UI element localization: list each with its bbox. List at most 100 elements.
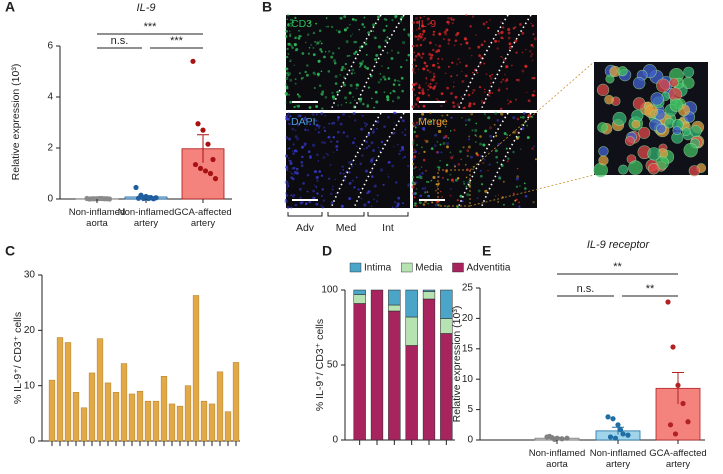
cell (683, 143, 698, 158)
cell (340, 68, 344, 72)
cell (477, 45, 481, 49)
cell (633, 76, 646, 90)
cell (453, 165, 457, 168)
cell (396, 51, 400, 55)
cell (475, 122, 478, 125)
cell (644, 104, 659, 119)
cell (374, 57, 377, 61)
cell (428, 41, 432, 45)
cell (527, 113, 531, 118)
cell (464, 163, 467, 166)
cell (494, 149, 498, 153)
cell (437, 49, 441, 53)
cell (460, 96, 463, 98)
cell (323, 129, 327, 132)
cell (332, 59, 337, 63)
cell (392, 83, 396, 86)
cell (424, 37, 427, 40)
layer-bracket (287, 212, 323, 217)
cell (284, 83, 288, 86)
cell (500, 21, 502, 24)
cell (330, 25, 334, 29)
cell (435, 44, 437, 46)
cell (331, 91, 334, 94)
cell (415, 98, 419, 101)
layer-bracket (327, 212, 365, 217)
cell (476, 71, 479, 74)
cell (444, 72, 447, 75)
cell (294, 17, 297, 19)
cell (289, 22, 292, 25)
cell (296, 93, 299, 96)
cell (386, 95, 390, 99)
cell (689, 125, 702, 138)
legend-swatch (349, 262, 362, 273)
cell (312, 31, 316, 35)
y-tick-label: 2 (47, 143, 53, 154)
cell (291, 18, 294, 22)
x-tick-label: Non-inflamed aorta (68, 207, 126, 229)
cell (474, 134, 477, 137)
cell (317, 131, 320, 134)
cell (355, 176, 358, 179)
cell (425, 76, 427, 79)
layer-boundary (330, 14, 382, 111)
cell (382, 75, 386, 79)
cell (532, 201, 535, 204)
cell (297, 36, 301, 40)
cell (318, 29, 322, 33)
cell (346, 54, 349, 58)
data-point (210, 156, 216, 163)
cell (532, 33, 535, 36)
cell (391, 164, 395, 168)
cell (327, 70, 331, 73)
cell (303, 116, 307, 120)
cell (384, 78, 387, 81)
cell (421, 89, 425, 93)
cell (515, 185, 519, 188)
cell (418, 86, 422, 90)
cell (413, 167, 416, 170)
cell (361, 114, 364, 117)
cell (462, 146, 465, 149)
data-point (86, 196, 93, 202)
cell (316, 153, 319, 157)
cell (417, 176, 420, 179)
cell (286, 117, 290, 121)
x-tick-label: Non-inflamed artery (589, 448, 647, 470)
cell (598, 155, 609, 166)
cell (419, 16, 422, 19)
cell (289, 19, 292, 21)
zoom-connector (469, 174, 595, 207)
cell (287, 112, 290, 115)
cell (485, 21, 488, 23)
cell (506, 160, 510, 163)
cell (298, 187, 302, 191)
cell (320, 70, 323, 73)
cell (292, 152, 295, 156)
cell (496, 118, 500, 122)
cell (415, 135, 418, 138)
y-axis-label: Relative expression (10³) (451, 306, 463, 423)
layer-bracket (367, 212, 409, 217)
cell (471, 15, 475, 18)
cell (364, 125, 367, 127)
cell (412, 83, 416, 87)
cell (355, 145, 358, 148)
y-tick-label: 25 (462, 283, 474, 294)
cell (308, 200, 312, 204)
cell (464, 74, 468, 78)
y-tick-label: 0 (47, 194, 53, 205)
layer-boundary (457, 14, 509, 111)
cell (288, 137, 292, 141)
cell (331, 95, 335, 99)
bar-segment (422, 291, 436, 300)
cell (413, 155, 417, 159)
cell (325, 25, 327, 28)
layer-label: Int (382, 222, 394, 234)
cell (456, 177, 460, 180)
cell (531, 53, 534, 56)
cell (471, 129, 474, 132)
cell (379, 168, 384, 172)
